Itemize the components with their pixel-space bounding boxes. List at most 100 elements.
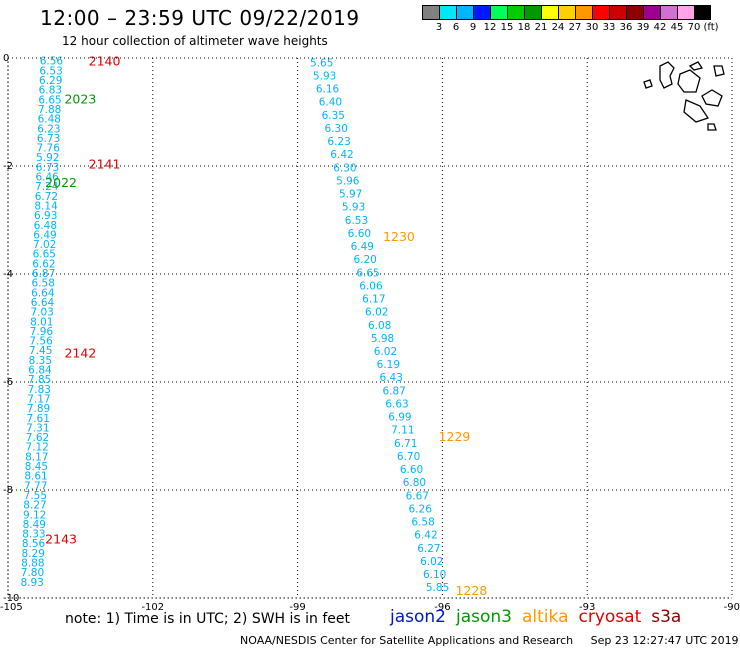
wave-height-value: 6.10 xyxy=(423,569,446,581)
legend-tick: 33 xyxy=(602,22,616,33)
wave-height-value: 6.48 xyxy=(38,114,61,126)
wave-height-value: 6.20 xyxy=(353,254,376,266)
wave-height-value: 6.58 xyxy=(411,517,434,529)
wave-height-value: 6.46 xyxy=(35,172,59,184)
wave-height-value: 6.93 xyxy=(34,210,57,222)
legend-swatch-16 xyxy=(694,5,711,20)
wave-height-value: 8.17 xyxy=(25,451,48,463)
pass-time-label: 2140 xyxy=(89,54,121,69)
wave-height-value: 7.62 xyxy=(26,432,49,444)
x-tick-label: -99 xyxy=(289,602,305,613)
wave-height-value: 7.11 xyxy=(391,425,414,437)
legend-tick: (ft) xyxy=(703,22,719,33)
wave-height-value: 7.80 xyxy=(21,567,44,579)
legend-tick: 39 xyxy=(636,22,650,33)
wave-height-value: 6.30 xyxy=(333,162,356,174)
wave-height-value: 9.12 xyxy=(23,509,46,521)
wave-height-value: 6.73 xyxy=(37,133,60,145)
y-tick-label: 0 xyxy=(3,53,9,64)
legend-tick: 36 xyxy=(619,22,633,33)
wave-height-value: 6.72 xyxy=(35,191,58,203)
legend-swatch-11 xyxy=(609,5,626,20)
chart-title: 12:00 – 23:59 UTC 09/22/2019 xyxy=(40,6,360,30)
legend-swatch-8 xyxy=(558,5,575,20)
wave-height-value: 6.64 xyxy=(31,297,55,309)
wave-height-value: 5.97 xyxy=(339,189,362,201)
x-tick-label: -105 xyxy=(0,602,23,613)
pass-time-label: 2141 xyxy=(89,156,121,171)
wave-height-value: 6.99 xyxy=(388,412,411,424)
wave-height-value: 7.77 xyxy=(24,480,47,492)
island-outline xyxy=(701,89,723,107)
wave-height-value: 6.30 xyxy=(325,123,348,135)
legend-swatch-7 xyxy=(541,5,558,20)
island-outline xyxy=(659,61,675,89)
wave-height-value: 7.83 xyxy=(28,384,51,396)
satellite-jason2: jason2 xyxy=(390,607,446,627)
wave-height-value: 6.60 xyxy=(348,228,371,240)
legend-swatch-1 xyxy=(439,5,456,20)
satellite-legend: jason2 jason3 altika cryosat s3a xyxy=(390,607,691,627)
wave-height-value: 5.85 xyxy=(426,582,449,594)
wave-height-value: 6.53 xyxy=(39,65,62,77)
legend-swatch-14 xyxy=(660,5,677,20)
wave-height-value: 5.93 xyxy=(342,202,365,214)
legend-tick: 42 xyxy=(653,22,667,33)
island-outline xyxy=(683,99,710,123)
wave-height-value: 8.35 xyxy=(29,355,52,367)
legend-swatch-15 xyxy=(677,5,694,20)
legend-swatch-0 xyxy=(422,5,439,20)
wave-height-value: 6.29 xyxy=(39,75,62,87)
wave-height-value: 6.35 xyxy=(322,110,345,122)
wave-height-value: 6.87 xyxy=(32,268,55,280)
pass-time-label: 2143 xyxy=(45,532,77,547)
wave-height-value: 5.98 xyxy=(371,333,394,345)
legend-swatch-3 xyxy=(473,5,490,20)
wave-height-value: 6.60 xyxy=(400,464,423,476)
wave-height-value: 8.93 xyxy=(20,577,43,589)
wave-height-value: 8.01 xyxy=(30,316,53,328)
wave-height-value: 7.17 xyxy=(27,393,50,405)
wave-height-value: 7.56 xyxy=(29,336,53,348)
wave-height-value: 8.49 xyxy=(23,519,46,531)
legend-tick: 3 xyxy=(435,22,443,33)
wave-height-value: 6.63 xyxy=(385,398,408,410)
wave-height-value: 6.17 xyxy=(362,294,385,306)
legend-tick: 18 xyxy=(517,22,531,33)
y-tick-label: -4 xyxy=(3,269,13,280)
wave-height-value: 6.84 xyxy=(28,365,52,377)
wave-height-value: 6.80 xyxy=(403,477,426,489)
wave-height-value: 7.85 xyxy=(28,374,51,386)
x-tick-label: -102 xyxy=(141,602,164,613)
pass-time-label: 2023 xyxy=(64,92,96,107)
y-tick-label: -6 xyxy=(3,377,13,388)
generated-timestamp: Sep 23 12:27:47 UTC 2019 xyxy=(590,634,739,647)
legend-swatch-12 xyxy=(626,5,643,20)
wave-height-value: 6.23 xyxy=(327,136,350,148)
legend-tick: 27 xyxy=(568,22,582,33)
wave-height-value: 8.14 xyxy=(34,200,58,212)
island-outline xyxy=(643,79,653,89)
wave-height-value: 7.12 xyxy=(25,442,48,454)
wave-height-value: 7.45 xyxy=(29,345,52,357)
legend-tick: 21 xyxy=(534,22,548,33)
legend-tick: 24 xyxy=(551,22,565,33)
wave-height-value: 6.19 xyxy=(377,359,400,371)
x-tick-label: -96 xyxy=(434,602,450,613)
legend-swatch-5 xyxy=(507,5,524,20)
wave-height-value: 6.67 xyxy=(406,490,429,502)
pass-time-label: 1230 xyxy=(383,229,415,244)
wave-height-value: 6.64 xyxy=(31,287,55,299)
pass-time-label: 2142 xyxy=(64,345,96,360)
wave-height-value: 6.26 xyxy=(409,503,433,515)
wave-height-value: 6.02 xyxy=(374,346,397,358)
credit-line: NOAA/NESDIS Center for Satellite Applica… xyxy=(240,634,739,647)
wave-height-value: 8.29 xyxy=(22,548,45,560)
satellite-s3a: s3a xyxy=(651,607,682,627)
satellite-jason3: jason3 xyxy=(456,607,512,627)
island-outline xyxy=(707,123,717,131)
wave-height-value: 5.65 xyxy=(310,57,333,69)
wave-height-value: 7.24 xyxy=(35,181,59,193)
wave-height-value: 7.88 xyxy=(38,104,61,116)
color-scale-ticks: 3 6 9 12 15 18 21 24 27 30 33 36 39 42 45 70 (ft) xyxy=(422,22,740,36)
